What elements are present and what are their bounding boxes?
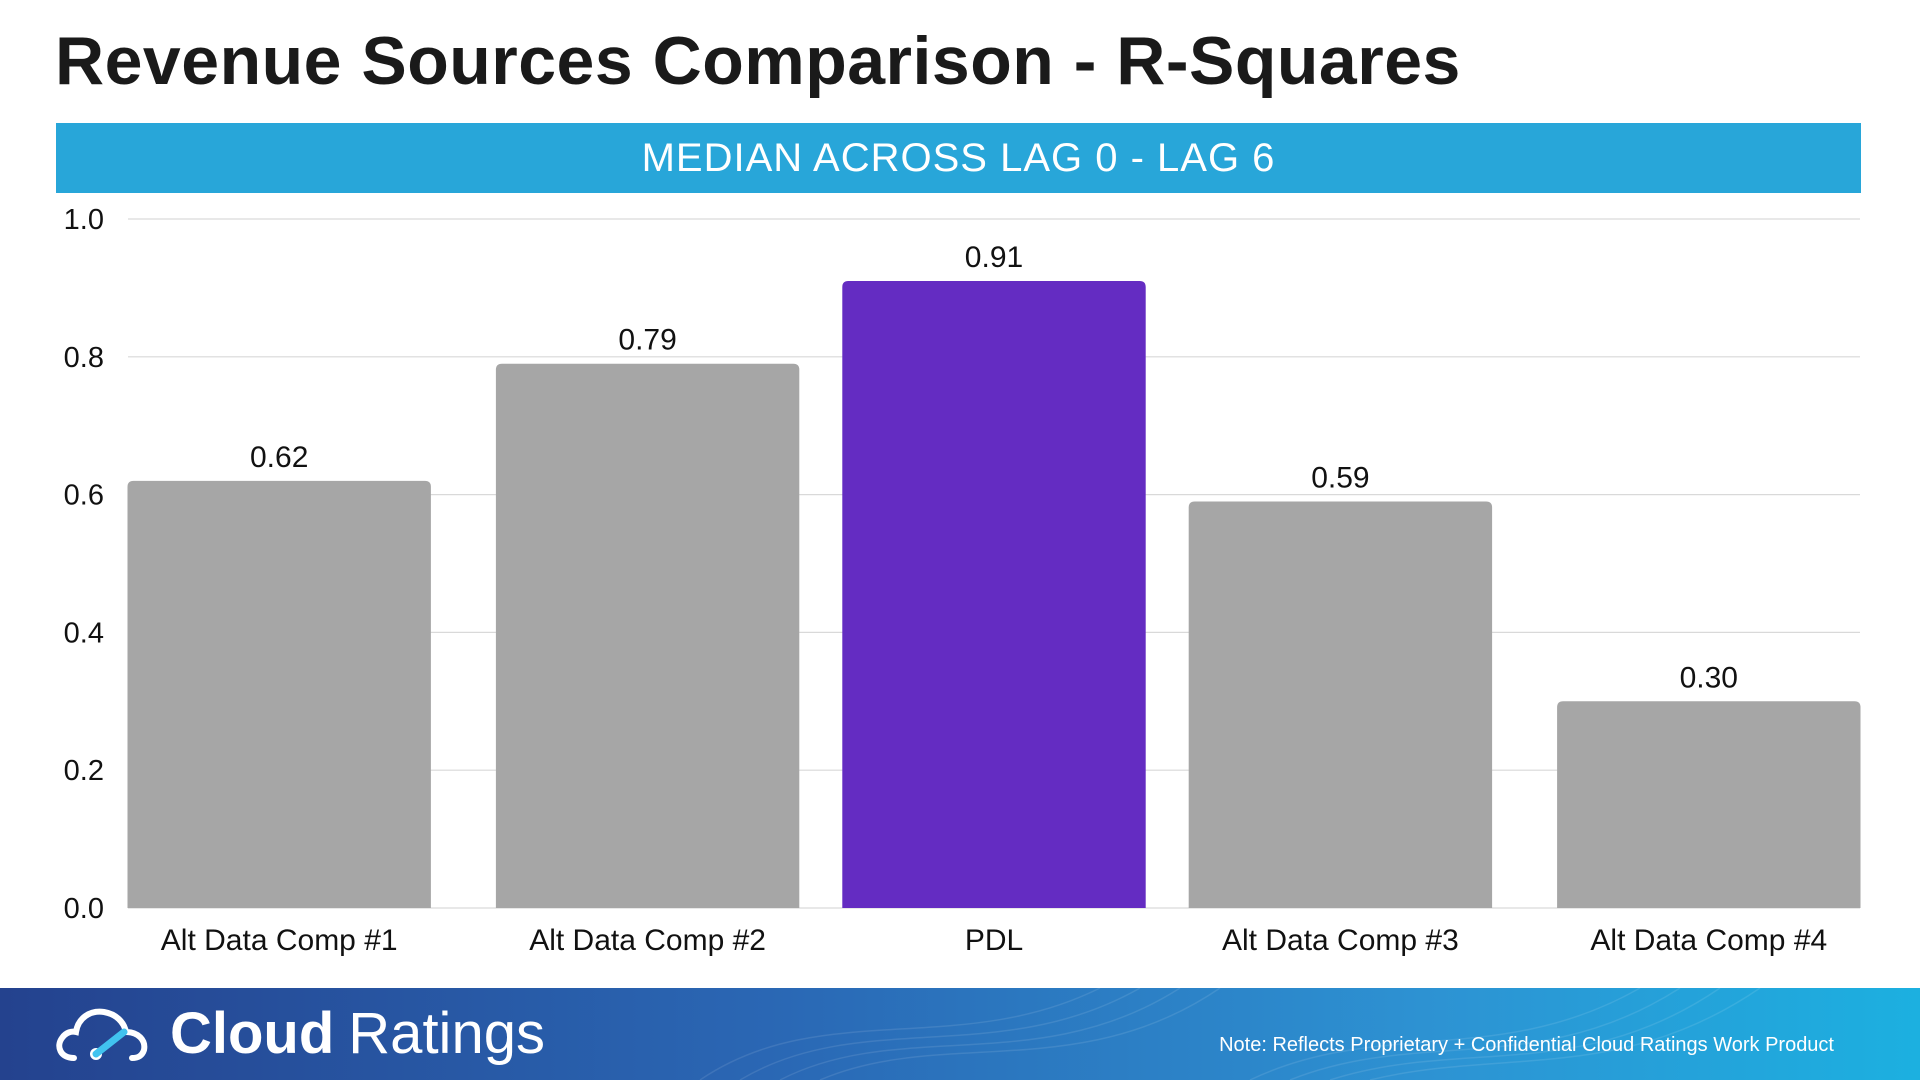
brand-name: Cloud Ratings	[170, 1000, 545, 1067]
subtitle-band: MEDIAN ACROSS LAG 0 - LAG 6	[56, 123, 1861, 193]
chart-subtitle: MEDIAN ACROSS LAG 0 - LAG 6	[641, 135, 1276, 180]
footer-bar: Cloud Ratings Note: Reflects Proprietary …	[0, 988, 1920, 1080]
footer-background-pattern	[699, 988, 1761, 1080]
y-tick-label: 0.8	[64, 342, 104, 374]
y-tick-label: 1.0	[64, 204, 104, 236]
x-tick-label: Alt Data Comp #2	[529, 924, 766, 957]
bar	[842, 281, 1146, 908]
bar-value-label: 0.91	[965, 241, 1023, 274]
bar-value-label: 0.30	[1680, 661, 1738, 694]
bar-value-label: 0.59	[1311, 461, 1369, 494]
x-tick-label: Alt Data Comp #4	[1590, 924, 1827, 957]
x-tick-label: PDL	[965, 924, 1023, 957]
y-tick-label: 0.0	[64, 893, 104, 925]
cloud-ratings-logo: Cloud Ratings	[54, 1000, 545, 1067]
bar	[1188, 501, 1493, 908]
bar	[1557, 701, 1861, 908]
bar	[127, 480, 431, 908]
footer-note: Note: Reflects Proprietary + Confidentia…	[1219, 1034, 1834, 1056]
cloud-gauge-icon	[56, 1008, 148, 1061]
brand-name-bold: Cloud	[170, 1001, 335, 1066]
bar	[495, 363, 800, 908]
y-tick-label: 0.6	[64, 480, 104, 512]
bar-value-label: 0.62	[250, 441, 308, 474]
chart-title: Revenue Sources Comparison - R-Squares	[55, 23, 1461, 99]
y-tick-label: 0.2	[64, 755, 104, 787]
brand-name-light: Ratings	[348, 1001, 545, 1066]
y-tick-label: 0.4	[64, 617, 104, 649]
bar-chart: 0.0 0.2 0.4 0.6 0.8 1.0 0.62 Alt Data Comp #1 0.…	[64, 204, 1861, 957]
x-tick-label: Alt Data Comp #1	[161, 924, 398, 957]
x-tick-label: Alt Data Comp #3	[1222, 924, 1459, 957]
bar-value-label: 0.79	[618, 324, 676, 357]
